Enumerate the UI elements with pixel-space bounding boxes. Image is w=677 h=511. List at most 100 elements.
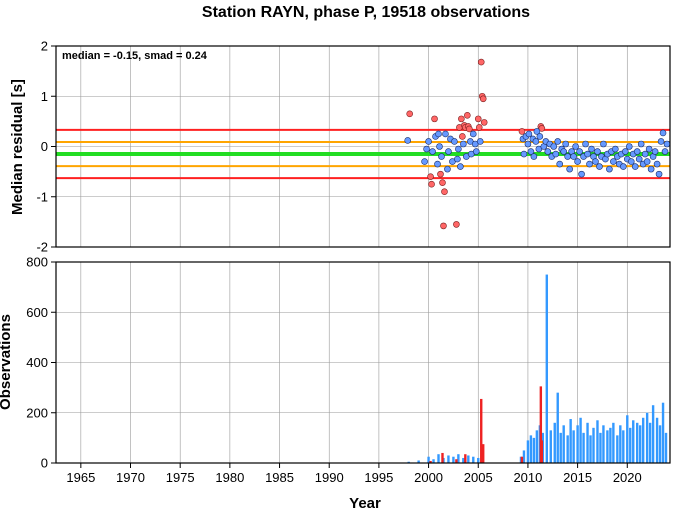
residual-point <box>621 148 629 155</box>
observation-x-ticks: 1965 1970 1975 1980 1985 1990 1995 2000 2005 2010… <box>66 463 642 485</box>
outlier-point <box>479 95 487 103</box>
y-tick-label: 600 <box>26 305 48 320</box>
residual-point <box>653 160 661 168</box>
y-tick-label: 2 <box>41 39 48 54</box>
observation-y-ticks: 0 200 400 600 800 <box>26 255 56 471</box>
y-tick-label: 400 <box>26 355 48 370</box>
residual-point <box>527 148 535 155</box>
observation-bar <box>589 435 592 463</box>
residual-point <box>454 155 461 163</box>
observation-bar <box>648 422 652 463</box>
residual-y-ticks: -2 -1 0 1 2 <box>36 39 56 255</box>
residual-point <box>404 137 412 144</box>
observation-bar <box>532 437 536 463</box>
residual-y-axis-label: Median residual [s] <box>9 79 26 215</box>
residual-point <box>476 138 484 145</box>
residual-point <box>600 140 607 148</box>
residual-point <box>564 153 571 160</box>
outlier-point <box>453 221 460 228</box>
observation-bar <box>432 459 435 463</box>
residual-point <box>612 145 619 153</box>
observation-bar <box>477 457 480 463</box>
outlier-point <box>428 180 435 188</box>
observation-bar <box>407 461 410 463</box>
x-tick-label: 2010 <box>513 470 542 485</box>
observation-bar <box>437 454 440 463</box>
residual-annotation: median = -0.15, smad = 0.24 <box>62 50 208 62</box>
observation-bar <box>427 456 430 463</box>
observation-bar <box>562 425 565 463</box>
residual-point <box>560 148 567 155</box>
observation-bar <box>609 427 612 463</box>
residual-points <box>404 58 671 230</box>
observation-bar <box>661 402 665 463</box>
observation-bar <box>658 425 662 463</box>
observation-bar <box>545 274 549 463</box>
observation-bar <box>462 457 465 463</box>
observation-bar <box>586 422 589 463</box>
outlier-point <box>475 124 483 131</box>
residual-point <box>661 148 669 155</box>
observation-bar <box>602 425 605 463</box>
residual-point <box>562 140 569 148</box>
observation-bar <box>592 427 595 463</box>
residual-point <box>572 143 579 150</box>
residual-point <box>610 158 617 165</box>
y-tick-label: -1 <box>36 189 48 204</box>
residual-point <box>421 158 428 165</box>
y-tick-label: 200 <box>26 405 48 420</box>
observation-bar <box>576 425 579 463</box>
residual-point <box>641 150 649 158</box>
residual-point <box>530 153 538 160</box>
residual-point <box>633 148 641 155</box>
x-tick-label: 1990 <box>315 470 344 485</box>
outlier-point <box>459 133 466 140</box>
residual-point <box>429 148 436 155</box>
observation-bar <box>539 386 543 463</box>
residual-point <box>645 145 653 153</box>
outlier-point <box>431 115 438 123</box>
residual-point <box>556 160 564 168</box>
residual-point <box>544 148 552 155</box>
residual-point <box>425 138 432 145</box>
residual-point <box>438 153 445 160</box>
x-tick-label: 2000 <box>414 470 443 485</box>
residual-point <box>584 150 591 158</box>
observation-bar <box>520 456 524 463</box>
residual-point <box>536 133 544 140</box>
observation-bar <box>636 422 639 463</box>
residual-point <box>469 130 477 138</box>
observation-bar <box>457 454 460 463</box>
residual-point <box>436 143 443 150</box>
outlier-point <box>437 170 444 178</box>
x-tick-label: 1970 <box>116 470 145 485</box>
residual-point <box>620 163 627 170</box>
outlier-point <box>440 222 447 230</box>
residual-point <box>552 150 560 158</box>
observation-bar <box>638 425 642 463</box>
residual-panel: -2 -1 0 1 2 median = -0.15, smad = 0.24 Medi… <box>9 39 671 255</box>
observation-bar <box>632 420 635 463</box>
observation-bar <box>655 417 659 463</box>
x-tick-label: 1985 <box>265 470 294 485</box>
residual-point <box>455 145 462 153</box>
residual-point <box>647 165 655 173</box>
observation-y-axis-label: Observations <box>0 314 14 410</box>
observation-bar <box>556 392 559 463</box>
observation-bar <box>452 456 455 463</box>
residual-point <box>643 158 651 165</box>
x-tick-label: 1975 <box>166 470 195 485</box>
residual-point <box>525 130 533 138</box>
observation-bar <box>482 444 485 463</box>
observation-bar <box>641 417 645 463</box>
y-tick-label: 0 <box>41 139 48 154</box>
y-tick-label: 800 <box>26 255 48 270</box>
observation-bar <box>429 460 432 463</box>
residual-point <box>570 153 577 160</box>
residual-point <box>651 148 659 155</box>
residual-point <box>625 143 633 150</box>
observation-bar <box>540 440 544 463</box>
residual-point <box>637 140 645 148</box>
observation-bar <box>553 422 556 463</box>
residual-point <box>588 145 595 153</box>
